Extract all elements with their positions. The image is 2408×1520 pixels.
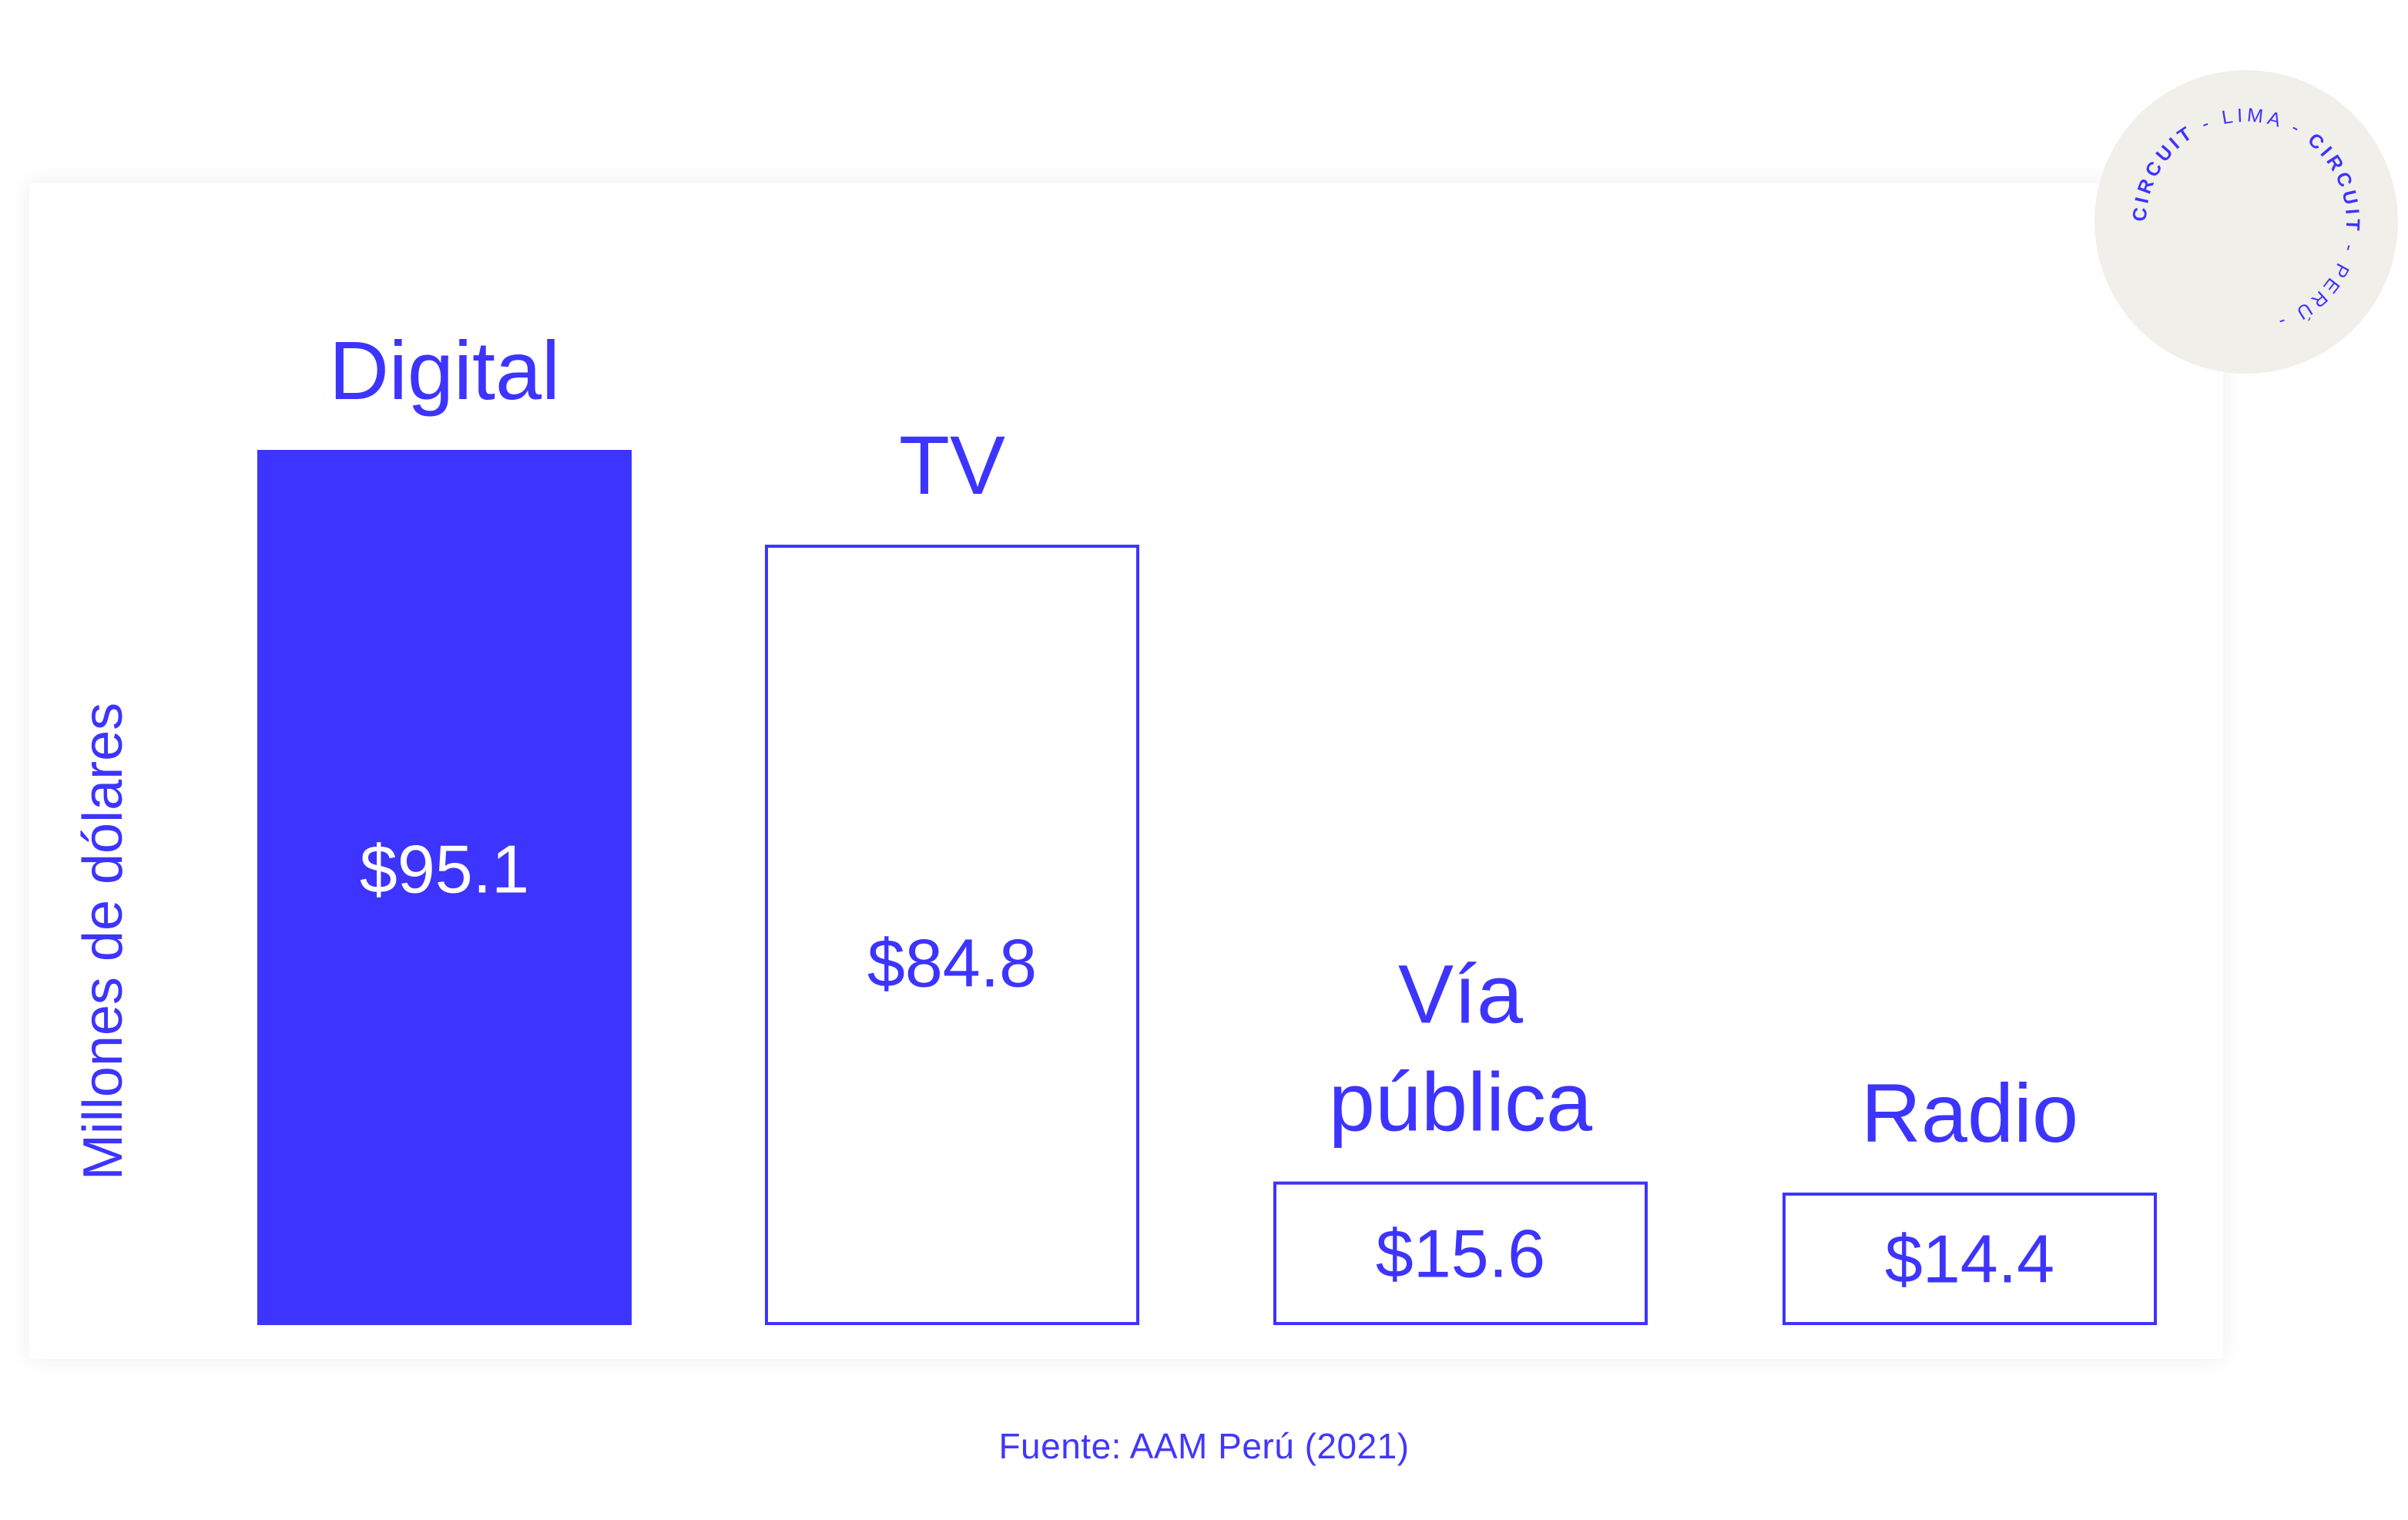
bar-value-label: $15.6 bbox=[1376, 1215, 1545, 1291]
bar-group: $14.4 Radio bbox=[1783, 1066, 2157, 1326]
bar-value-label: $95.1 bbox=[360, 831, 529, 908]
bar-value-label: $84.8 bbox=[867, 925, 1037, 1002]
bar-value-label: $14.4 bbox=[1885, 1220, 2054, 1297]
category-label: Radio bbox=[1861, 1066, 2078, 1159]
category-label: Digital bbox=[329, 324, 560, 417]
source-note: Fuente: AAM Perú (2021) bbox=[998, 1426, 1410, 1466]
category-label: pública bbox=[1329, 1055, 1593, 1149]
y-axis-label: Millones de dólares bbox=[72, 703, 134, 1180]
category-label: Vía bbox=[1398, 948, 1524, 1041]
bar bbox=[1273, 1181, 1648, 1325]
circuit-lima-seal-icon: CIRCUIT - LIMA - CIRCUIT - PERÚ - bbox=[2094, 70, 2398, 374]
bar-group: $15.6 Vía pública bbox=[1273, 948, 1648, 1325]
badge-circle bbox=[2094, 70, 2398, 374]
category-label: TV bbox=[899, 418, 1005, 512]
bar-group: $95.1 Digital bbox=[257, 324, 632, 1325]
bar-group: $84.8 TV bbox=[765, 418, 1139, 1325]
bar bbox=[257, 450, 632, 1325]
bar bbox=[765, 545, 1139, 1325]
bar bbox=[1783, 1192, 2157, 1326]
